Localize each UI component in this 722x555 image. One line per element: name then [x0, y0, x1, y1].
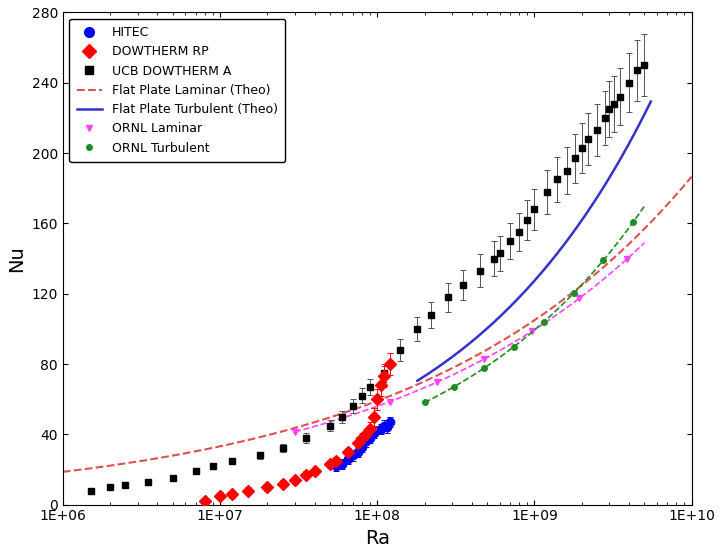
Y-axis label: Nu: Nu — [7, 245, 26, 272]
Legend: HITEC, DOWTHERM RP, UCB DOWTHERM A, Flat Plate Laminar (Theo), Flat Plate Turbul: HITEC, DOWTHERM RP, UCB DOWTHERM A, Flat… — [69, 19, 285, 162]
X-axis label: Ra: Ra — [365, 529, 390, 548]
